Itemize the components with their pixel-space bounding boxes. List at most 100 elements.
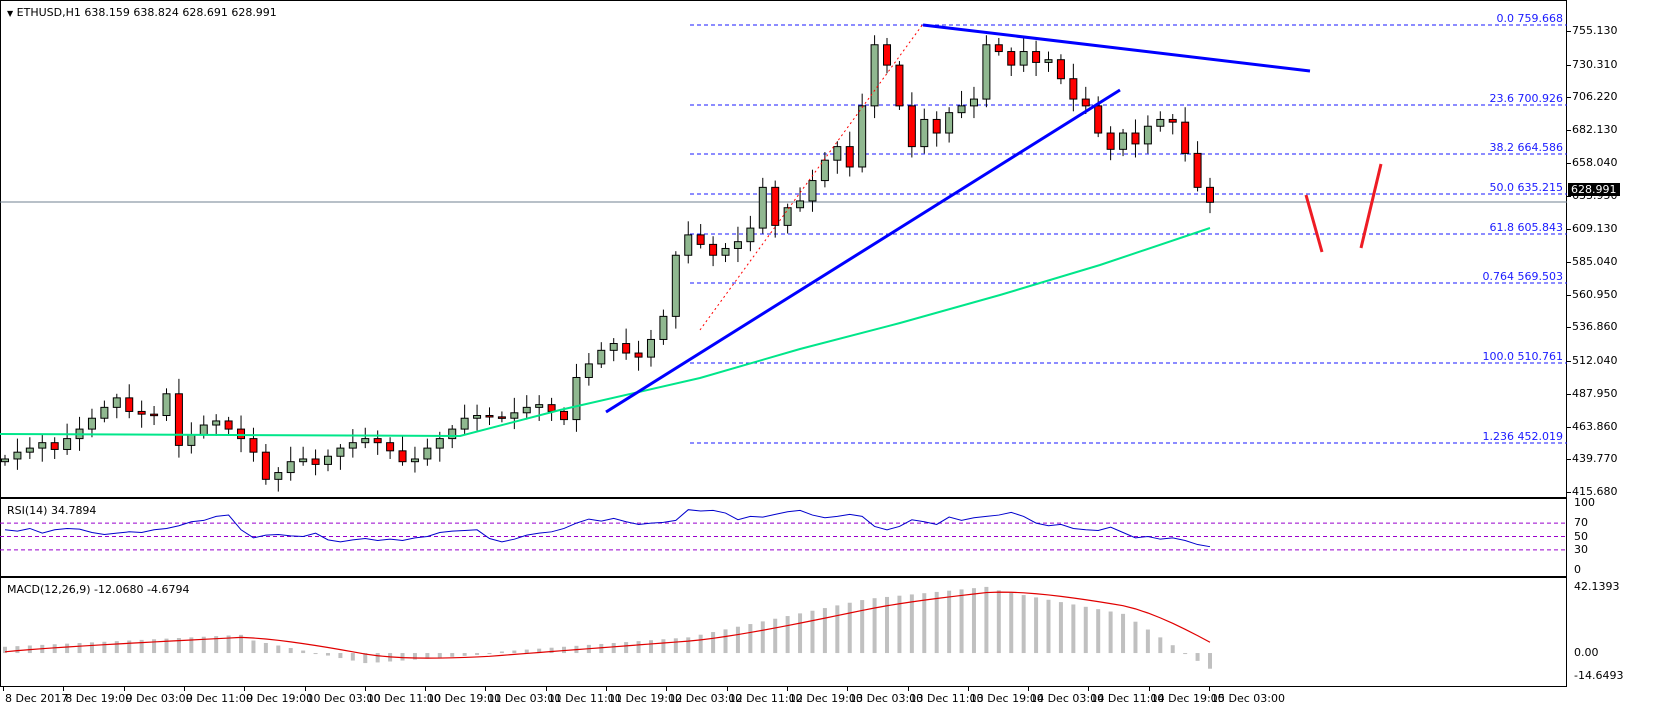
price-tick: [1567, 492, 1571, 493]
candle-body: [448, 428, 457, 440]
macd-histogram-bar: [624, 642, 629, 654]
macd-histogram-bar: [127, 640, 132, 654]
macd-histogram-bar: [475, 653, 480, 655]
candle-body: [1044, 59, 1053, 63]
time-tick: [364, 686, 366, 691]
candle-body: [1069, 78, 1078, 100]
macd-histogram-bar: [847, 602, 852, 654]
time-tick: [183, 686, 185, 691]
candle-body: [373, 438, 382, 444]
macd-histogram-bar: [959, 589, 964, 654]
candle-body: [336, 447, 345, 457]
time-tick: [666, 686, 668, 691]
macd-histogram-bar: [562, 646, 567, 654]
candle-body: [994, 44, 1003, 53]
price-label: 609.130: [1572, 222, 1618, 236]
macd-histogram-bar: [1195, 653, 1200, 661]
time-tick: [485, 686, 487, 691]
macd-axis-label: -14.6493: [1574, 668, 1624, 682]
macd-histogram-bar: [487, 653, 492, 655]
candle-body: [1106, 132, 1115, 150]
candle-body: [1206, 186, 1214, 203]
price-label: 463.860: [1572, 419, 1618, 433]
macd-histogram-bar: [1183, 653, 1188, 655]
fib-retracement-line: [699, 23, 924, 331]
price-label: 560.950: [1572, 287, 1618, 301]
macd-histogram-bar: [189, 637, 194, 654]
moving-average-line: [0, 227, 1211, 438]
price-chart-pane[interactable]: ▼ ETHUSD,H1 638.159 638.824 628.691 628.…: [0, 0, 1567, 498]
candle-body: [709, 243, 718, 256]
ascending-trendline: [605, 88, 1121, 414]
macd-histogram-bar: [996, 590, 1001, 654]
candle-body: [957, 105, 966, 114]
macd-histogram-bar: [288, 648, 293, 654]
triangle-down-icon[interactable]: ▼: [7, 9, 14, 18]
rsi-axis-label: 100: [1574, 496, 1595, 509]
fib-level-label: 61.8 605.843: [1489, 221, 1563, 234]
candle-body: [435, 438, 444, 449]
candle-body: [63, 438, 72, 450]
candle-body: [796, 200, 805, 209]
macd-axis-label: 42.1393: [1574, 580, 1620, 593]
price-tick: [1567, 64, 1571, 66]
candle-body: [646, 338, 655, 358]
macd-histogram-bar: [798, 613, 803, 654]
candle-body: [771, 186, 780, 226]
macd-histogram-bar: [947, 590, 952, 654]
macd-histogram-bar: [425, 653, 430, 659]
rsi-pane[interactable]: RSI(14) 34.7894: [0, 498, 1567, 577]
fib-level-label: 0.764 569.503: [1482, 270, 1563, 283]
candle-body: [150, 413, 159, 417]
time-label: 15 Dec 03:00: [1211, 692, 1285, 705]
candle-body: [1143, 125, 1152, 145]
time-label: 12 Dec 11:00: [728, 692, 803, 705]
candle-body: [1032, 51, 1041, 63]
candle-body: [1, 458, 9, 463]
price-label: 487.950: [1572, 386, 1618, 400]
time-tick: [847, 686, 849, 691]
macd-histogram-bar: [15, 646, 20, 654]
candle-body: [820, 159, 829, 182]
candle-body: [572, 376, 581, 421]
fib-level-label: 1.236 452.019: [1482, 430, 1563, 443]
macd-histogram-bar: [860, 600, 865, 654]
macd-histogram-bar: [1058, 602, 1063, 654]
price-label: 706.220: [1572, 90, 1618, 104]
fib-level-label: 0.0 759.668: [1496, 12, 1563, 25]
macd-histogram-bar: [102, 641, 107, 654]
macd-histogram-bar: [226, 635, 231, 654]
candle-body: [25, 447, 34, 453]
time-tick: [1209, 686, 1210, 691]
macd-histogram-bar: [201, 636, 206, 654]
macd-histogram-bar: [698, 634, 703, 654]
candle-body: [485, 415, 494, 418]
candle-body: [299, 458, 308, 463]
candle-body: [187, 434, 196, 446]
macd-histogram-bar: [3, 646, 7, 654]
time-label: 11 Dec 19:00: [608, 692, 682, 705]
candle-body: [1131, 132, 1140, 145]
time-label: 11 Dec 11:00: [547, 692, 622, 705]
candle-body: [684, 234, 693, 256]
macd-histogram-bar: [1071, 604, 1076, 654]
time-tick: [1148, 686, 1150, 691]
candle-body: [584, 363, 593, 378]
macd-histogram-bar: [1046, 599, 1051, 654]
rsi-axis-label: 0: [1574, 563, 1581, 576]
macd-histogram-bar: [1096, 609, 1101, 654]
candle-body: [1056, 59, 1065, 80]
chart-header: ▼ ETHUSD,H1 638.159 638.824 628.691 628.…: [7, 6, 277, 19]
candle-body: [883, 44, 892, 66]
price-tick: [1567, 195, 1571, 197]
candle-body: [671, 254, 680, 317]
time-tick: [123, 686, 125, 691]
candle-body: [13, 451, 22, 460]
time-tick: [1028, 686, 1030, 691]
projection-down-line: [1304, 194, 1324, 253]
time-tick: [63, 686, 65, 691]
macd-histogram-bar: [325, 653, 330, 656]
candle-body: [945, 112, 954, 134]
macd-histogram-bar: [1083, 606, 1088, 654]
macd-pane[interactable]: MACD(12,26,9) -12.0680 -4.6794: [0, 577, 1567, 687]
